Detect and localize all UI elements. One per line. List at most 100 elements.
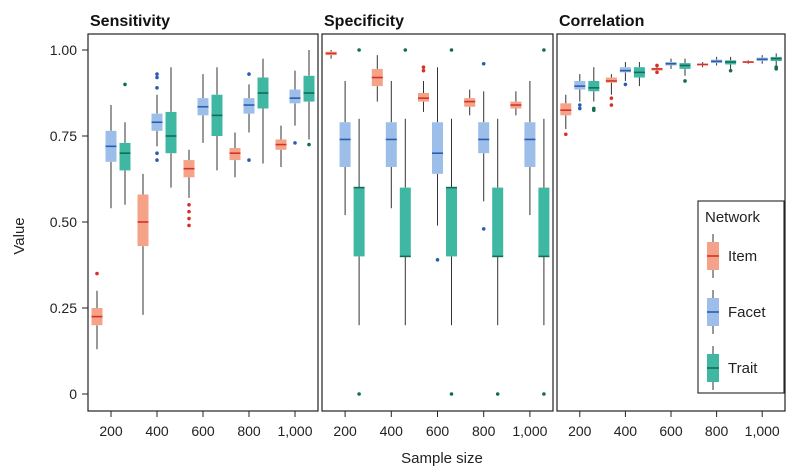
outlier-point [449,392,454,396]
outlier-point [123,82,127,87]
box-facet-800 [711,56,723,66]
outlier-point [247,158,251,162]
outlier-point [357,48,361,52]
x-tick-label: 600 [191,423,215,439]
box [289,89,301,104]
panel-specificity: Specificity 200 400 600 800 1,000 [321,13,554,439]
box [137,194,149,247]
box [524,122,536,167]
box [432,122,443,174]
box-trait-1,000 [538,48,550,396]
box-facet-800 [243,72,255,162]
box-facet-1,000 [756,55,768,64]
x-tick-label: 800 [705,423,729,439]
box [605,77,617,83]
x-tick-label: 400 [380,423,404,439]
box-trait-600 [679,58,691,83]
y-tick-label: 1.00 [50,42,77,58]
y-axis: 1.00 0.75 0.50 0.25 0 [50,42,88,402]
box-item-800 [229,132,241,178]
box-trait-400 [399,48,411,326]
outlier-point [481,61,486,66]
box [560,103,572,116]
box [619,67,631,73]
outlier-point [247,72,251,76]
series-item [560,60,754,137]
outlier-point [187,209,191,214]
outlier-point [609,96,614,100]
box [165,111,177,154]
outlier-point [578,106,582,111]
panel-title: Sensitivity [90,13,170,30]
legend-label: Trait [728,360,758,377]
box-facet-400 [385,80,397,209]
box-trait-800 [725,56,737,73]
outlier-point [542,48,546,52]
outlier-point [357,392,361,396]
x-tick-label: 1,000 [277,423,312,439]
box-trait-600 [211,67,223,171]
box-facet-800 [478,61,490,231]
outlier-point [293,141,297,145]
outlier-point [683,79,687,83]
box-facet-600 [432,67,443,262]
box-trait-200 [353,48,365,396]
outlier-point [421,65,426,69]
outlier-point [155,72,159,76]
outlier-point [155,158,159,162]
outlier-point [495,392,500,396]
box-facet-600 [197,74,209,143]
box-trait-200 [588,67,600,112]
box-item-400 [371,55,383,102]
series-trait [353,48,550,396]
box-item-800 [464,89,476,116]
series-item [91,125,287,350]
outlier-point [155,75,159,80]
series-facet [339,61,536,262]
outlier-point [155,151,159,155]
x-tick-label: 200 [568,423,592,439]
outlier-point [155,86,159,90]
legend: Network Item Facet Trait [697,200,785,394]
box-item-600 [651,63,663,75]
x-tick-label: 400 [145,423,169,439]
series-trait [588,53,782,112]
outlier-point [542,392,546,396]
x-tick-label: 200 [333,423,357,439]
x-tick-label: 200 [99,423,123,439]
outlier-point [623,82,628,87]
box [588,80,600,92]
y-tick-label: 0 [69,386,77,402]
box [446,187,457,257]
box-facet-200 [339,80,351,216]
outlier-point [609,103,614,107]
outlier-point [774,67,778,71]
box-item-400 [605,74,617,107]
panels: 1.00 0.75 0.50 0.25 0 Sensitivity 200 400 600 800… [50,13,786,439]
legend-label: Facet [728,304,766,321]
panel-title: Specificity [324,13,404,30]
x-axis-title: Sample size [401,450,483,467]
x-tick-label: 1,000 [512,423,547,439]
y-axis-title: Value [11,217,28,254]
legend-title: Network [705,209,761,226]
legend-item-facet: Facet [707,290,766,334]
box-facet-200 [574,74,586,111]
box-item-1,000 [510,91,522,116]
box-item-1,000 [742,60,754,64]
box-trait-1,000 [770,53,782,71]
box [353,187,365,257]
y-tick-label: 0.50 [50,214,77,230]
box-item-600 [418,65,429,112]
box [339,122,351,167]
outlier-point [187,216,191,221]
box-trait-800 [257,58,269,164]
outlier-point [403,48,408,52]
x-tick-label: 400 [614,423,638,439]
box [492,187,504,257]
outlier-point [655,63,659,68]
legend-item-trait: Trait [707,346,758,390]
series-facet [574,55,768,111]
box-trait-400 [165,67,177,188]
